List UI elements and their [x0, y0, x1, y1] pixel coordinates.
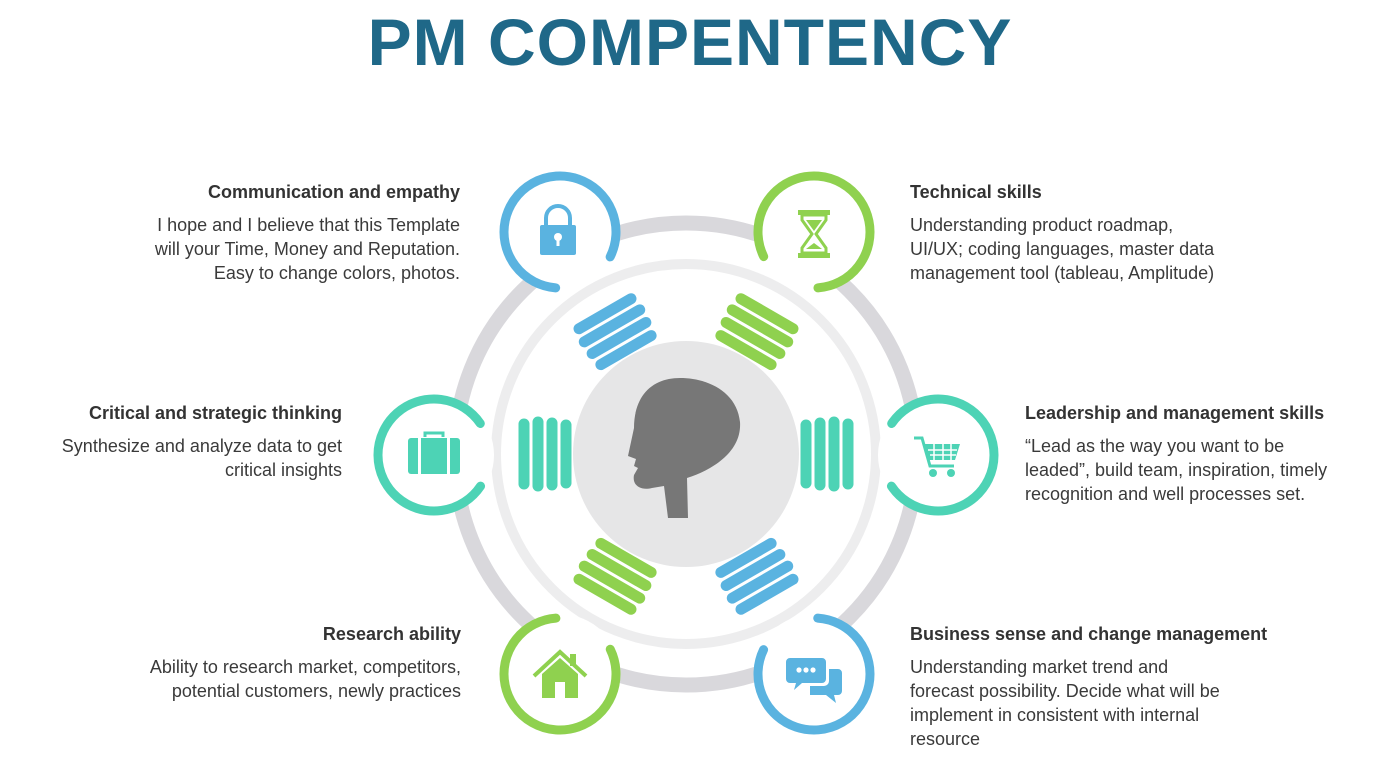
stripe-bar: [595, 330, 657, 371]
lock-icon: [540, 204, 576, 255]
house-icon: [532, 649, 588, 698]
icon-ring-leadership: [886, 394, 999, 516]
competency-title: Technical skills: [910, 182, 1042, 202]
competency-title: Business sense and change management: [910, 624, 1268, 644]
stripe-group-technical: [715, 293, 799, 371]
stripe-bar: [573, 293, 637, 335]
competency-leadership: Leadership and management skills “Lead a…: [1025, 403, 1365, 506]
competency-description: I hope and I believe that this Template …: [154, 215, 460, 283]
stripe-bar: [595, 537, 657, 578]
stripe-bar: [720, 316, 786, 359]
competency-business: Business sense and change management Und…: [910, 624, 1350, 751]
competency-description: Understanding market trend and forecast …: [910, 657, 1220, 749]
stripe-group-communication: [573, 293, 657, 371]
hourglass-icon: [798, 210, 830, 258]
stripe-bar: [726, 304, 794, 348]
icon-ring-business: [753, 613, 875, 735]
competency-title: Critical and strategic thinking: [88, 403, 342, 423]
stripe-bar: [735, 573, 799, 615]
stripe-group-leadership: [800, 416, 854, 492]
competency-technical: Technical skills Understanding product r…: [910, 182, 1350, 285]
competency-title: Leadership and management skills: [1025, 403, 1325, 423]
stripe-bar: [735, 293, 799, 335]
head-icon: [628, 378, 741, 518]
stripe-group-critical: [518, 416, 572, 492]
briefcase-icon: [408, 431, 460, 474]
chat-bubbles-icon: [783, 655, 842, 703]
icon-disc-technical: [754, 172, 874, 292]
competency-title: Communication and empathy: [207, 182, 460, 202]
stripe-bar: [586, 316, 652, 359]
icon-ring-communication: [499, 171, 621, 293]
icon-ring-critical: [373, 394, 486, 516]
stripe-bar: [726, 560, 794, 604]
competency-description: Synthesize and analyze data to get criti…: [61, 436, 342, 480]
competency-description: “Lead as the way you want to be leaded”,…: [1025, 436, 1328, 504]
icon-ring-technical: [753, 171, 875, 293]
icon-ring-research: [499, 613, 621, 735]
competency-research: Research ability Ability to research mar…: [80, 624, 461, 703]
competency-description: Understanding product roadmap, UI/UX; co…: [910, 215, 1215, 283]
stripe-bar: [586, 549, 652, 592]
stripe-group-research: [573, 537, 657, 615]
shopping-cart-icon: [914, 436, 960, 477]
competency-description: Ability to research market, competitors,…: [149, 657, 461, 701]
inner-ring: [491, 259, 881, 649]
page-title: PM COMPENTENCY: [367, 5, 1013, 79]
competency-critical: Critical and strategic thinking Synthesi…: [20, 403, 342, 482]
stripe-bar: [715, 537, 777, 578]
connector-stripes: [518, 293, 854, 615]
stripe-bar: [578, 304, 646, 348]
stripe-group-business: [715, 537, 799, 615]
stripe-bar: [715, 330, 777, 371]
stripe-bar: [720, 549, 786, 592]
competency-communication: Communication and empathy I hope and I b…: [60, 182, 460, 285]
stripe-bar: [573, 573, 637, 615]
stripe-bar: [578, 560, 646, 604]
competency-title: Research ability: [322, 624, 461, 644]
